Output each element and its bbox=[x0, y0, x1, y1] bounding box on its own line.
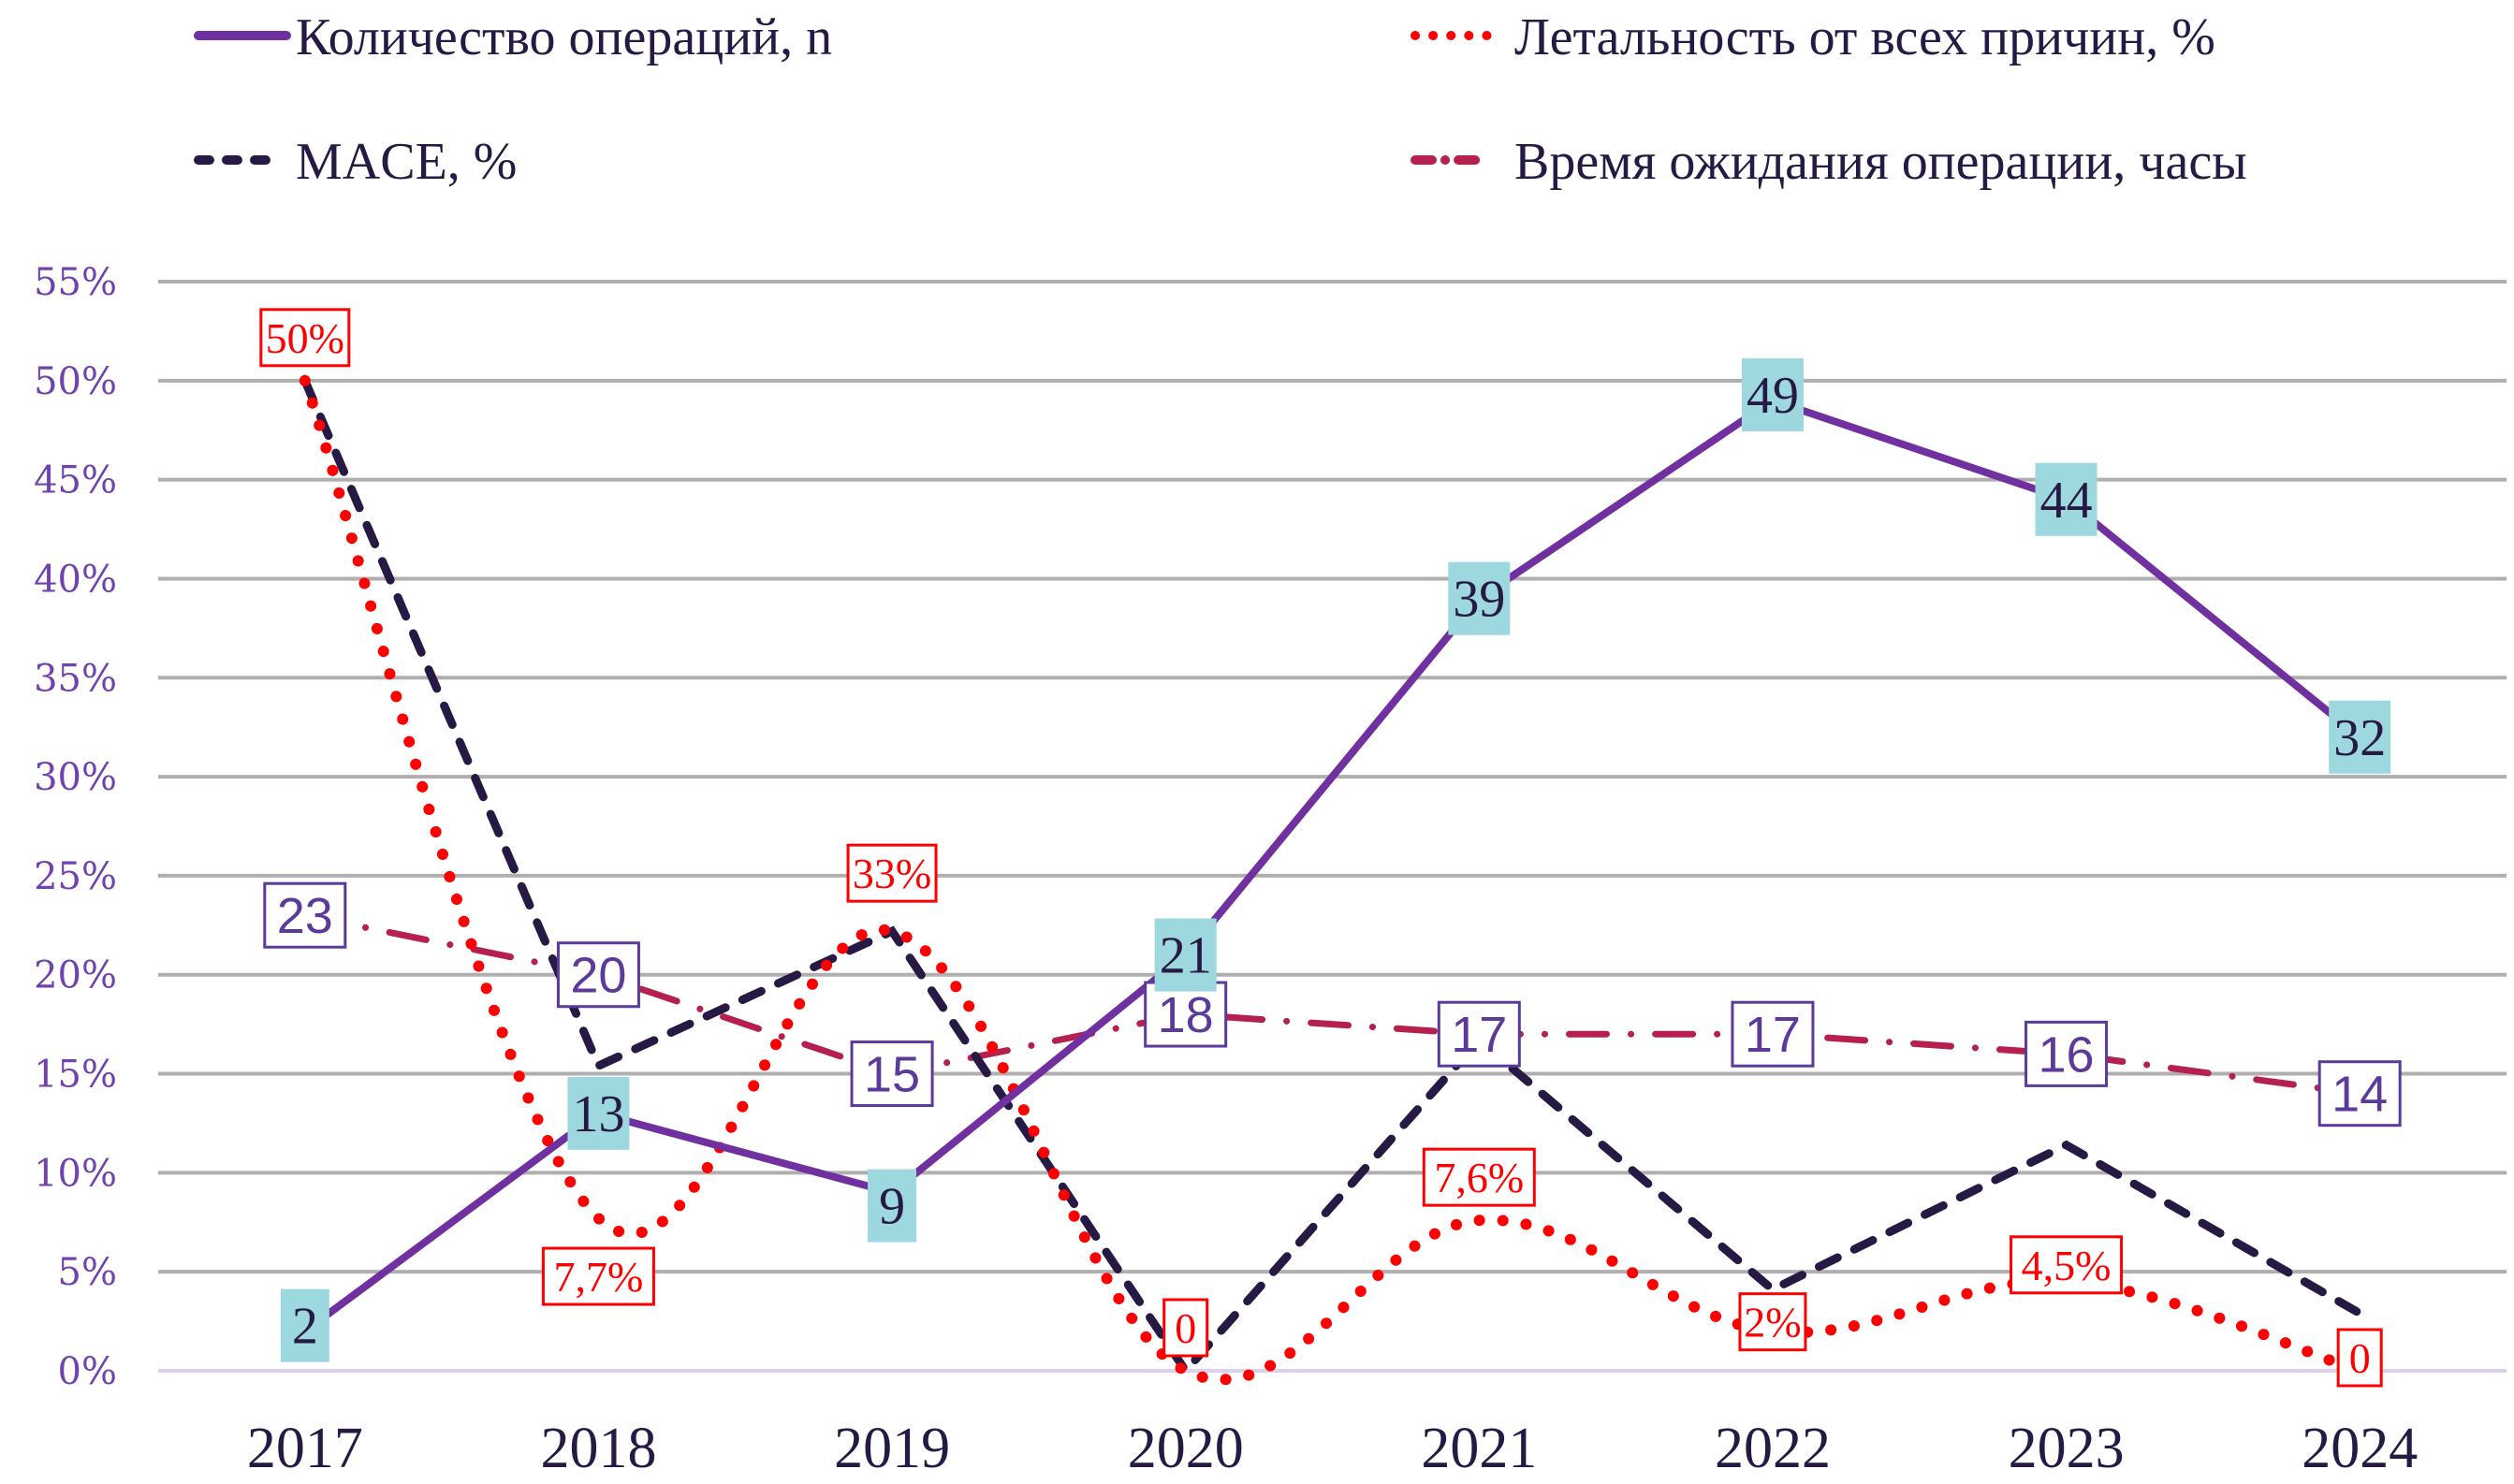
data-label-wait: 15 bbox=[864, 1047, 920, 1103]
legend-label-wait: Время ожидания операции, часы bbox=[1514, 133, 2247, 191]
data-label-ops: 2 bbox=[292, 1298, 318, 1356]
data-label-box-ops bbox=[1154, 918, 1217, 992]
series-line-mortality bbox=[299, 374, 2366, 1386]
data-label-box-wait bbox=[1437, 1000, 1521, 1068]
data-label-ops: 32 bbox=[2333, 709, 2386, 767]
y-tick-label: 55% bbox=[34, 261, 117, 304]
data-label-wait: 16 bbox=[2039, 1026, 2095, 1083]
data-label-box-wait bbox=[1731, 1000, 1815, 1068]
y-tick-label: 45% bbox=[34, 459, 117, 502]
y-tick-label: 30% bbox=[34, 756, 117, 799]
data-label-box-ops bbox=[2329, 700, 2391, 774]
data-label-box-mortality bbox=[541, 1246, 655, 1306]
data-label-box-wait bbox=[1144, 981, 1228, 1048]
data-label-wait: 14 bbox=[2331, 1067, 2388, 1123]
data-label-box-ops bbox=[280, 1288, 329, 1362]
x-tick-label: 2022 bbox=[1715, 1417, 1831, 1480]
data-label-mortality: 0 bbox=[1175, 1304, 1196, 1352]
x-tick-label: 2021 bbox=[1421, 1417, 1537, 1480]
data-label-box-ops bbox=[1741, 357, 1804, 431]
data-label-box-ops bbox=[1448, 561, 1511, 635]
data-label-box-ops bbox=[567, 1076, 630, 1150]
y-tick-label: 25% bbox=[34, 855, 117, 898]
data-point-mace bbox=[2358, 1312, 2361, 1316]
y-axis: 0% 5% 10% 15% 20% 25% 30% 35% 40% 45% 50% 55% bbox=[34, 261, 117, 1393]
data-label-box-wait bbox=[263, 881, 347, 949]
x-tick-label: 2017 bbox=[247, 1417, 363, 1480]
data-label-box-mortality bbox=[1422, 1147, 1536, 1207]
data-label-box-wait bbox=[556, 941, 640, 1009]
data-label-box-mortality bbox=[1162, 1298, 1209, 1358]
data-label-mortality: 7,6% bbox=[1434, 1154, 1524, 1201]
data-label-ops: 21 bbox=[1160, 927, 1212, 985]
data-label-wait: 17 bbox=[1451, 1007, 1507, 1063]
data-label-box-wait bbox=[2317, 1060, 2402, 1128]
data-label-ops: 44 bbox=[2040, 472, 2093, 530]
data-label-box-ops bbox=[2035, 462, 2097, 536]
data-label-wait: 23 bbox=[277, 888, 333, 944]
data-point-mace bbox=[303, 379, 307, 383]
data-label-box-wait bbox=[2024, 1020, 2109, 1087]
data-label-wait: 17 bbox=[1745, 1007, 1801, 1063]
data-point-mace bbox=[890, 929, 894, 933]
y-tick-label: 40% bbox=[34, 558, 117, 601]
y-tick-label: 10% bbox=[34, 1152, 117, 1195]
data-label-mortality: 4,5% bbox=[2022, 1242, 2112, 1289]
legend: Количество операций, n Летальность от вс… bbox=[194, 8, 2247, 191]
legend-label-ops: Количество операций, n bbox=[296, 8, 832, 66]
data-label-mortality: 50% bbox=[266, 314, 344, 362]
data-label-box-mortality bbox=[2010, 1235, 2124, 1295]
data-label-wait: 20 bbox=[570, 948, 626, 1004]
data-point-mort bbox=[596, 1216, 600, 1220]
x-tick-label: 2023 bbox=[2009, 1417, 2125, 1480]
data-label-box-wait bbox=[850, 1040, 934, 1108]
y-tick-label: 35% bbox=[34, 657, 117, 700]
y-tick-label: 50% bbox=[34, 360, 117, 403]
series-line-wait bbox=[301, 911, 2363, 1098]
y-tick-label: 15% bbox=[34, 1054, 117, 1097]
data-label-mortality: 0 bbox=[2349, 1334, 2371, 1382]
legend-item-ops[interactable]: Количество операций, n bbox=[194, 8, 832, 66]
data-label-ops: 49 bbox=[1747, 367, 1799, 425]
data-label-mortality: 7,7% bbox=[554, 1253, 644, 1301]
y-tick-label: 20% bbox=[34, 954, 117, 997]
data-label-mortality: 33% bbox=[853, 850, 931, 897]
legend-item-mace[interactable]: MACE, % bbox=[194, 133, 517, 191]
data-label-wait: 18 bbox=[1158, 987, 1214, 1043]
legend-label-mortality: Летальность от всех причин, % bbox=[1514, 8, 2215, 66]
data-point-mace bbox=[1184, 1369, 1188, 1373]
data-label-ops: 39 bbox=[1453, 571, 1505, 629]
data-label-box-mortality bbox=[1738, 1292, 1807, 1352]
series-layer bbox=[299, 374, 2366, 1386]
data-label-ops: 9 bbox=[879, 1178, 905, 1236]
legend-item-wait[interactable]: Время ожидания операции, часы bbox=[1410, 133, 2247, 191]
data-label-box-mortality bbox=[2336, 1328, 2383, 1388]
y-tick-label: 0% bbox=[58, 1350, 117, 1393]
data-point-mace bbox=[2065, 1143, 2068, 1147]
legend-label-mace: MACE, % bbox=[296, 133, 517, 191]
x-tick-label: 2019 bbox=[834, 1417, 950, 1480]
series-line-mace bbox=[300, 376, 2364, 1378]
x-tick-label: 2018 bbox=[540, 1417, 656, 1480]
data-label-mortality: 2% bbox=[1744, 1299, 1801, 1346]
legend-item-mortality[interactable]: Летальность от всех причин, % bbox=[1410, 8, 2215, 66]
data-point-mace bbox=[1771, 1288, 1775, 1291]
x-tick-label: 2024 bbox=[2302, 1417, 2418, 1480]
data-label-box-ops bbox=[868, 1169, 917, 1243]
data-label-box-mortality bbox=[259, 308, 351, 368]
data-label-ops: 13 bbox=[572, 1085, 624, 1143]
x-axis: 2017 2018 2019 2020 2021 2022 2023 2024 bbox=[247, 1417, 2418, 1480]
data-point-mort bbox=[1477, 1218, 1481, 1222]
data-label-box-mortality bbox=[846, 843, 938, 903]
x-tick-label: 2020 bbox=[1128, 1417, 1244, 1480]
y-tick-label: 5% bbox=[58, 1251, 117, 1294]
series-line-ops bbox=[302, 397, 2362, 1334]
data-point-mace bbox=[596, 1064, 600, 1068]
